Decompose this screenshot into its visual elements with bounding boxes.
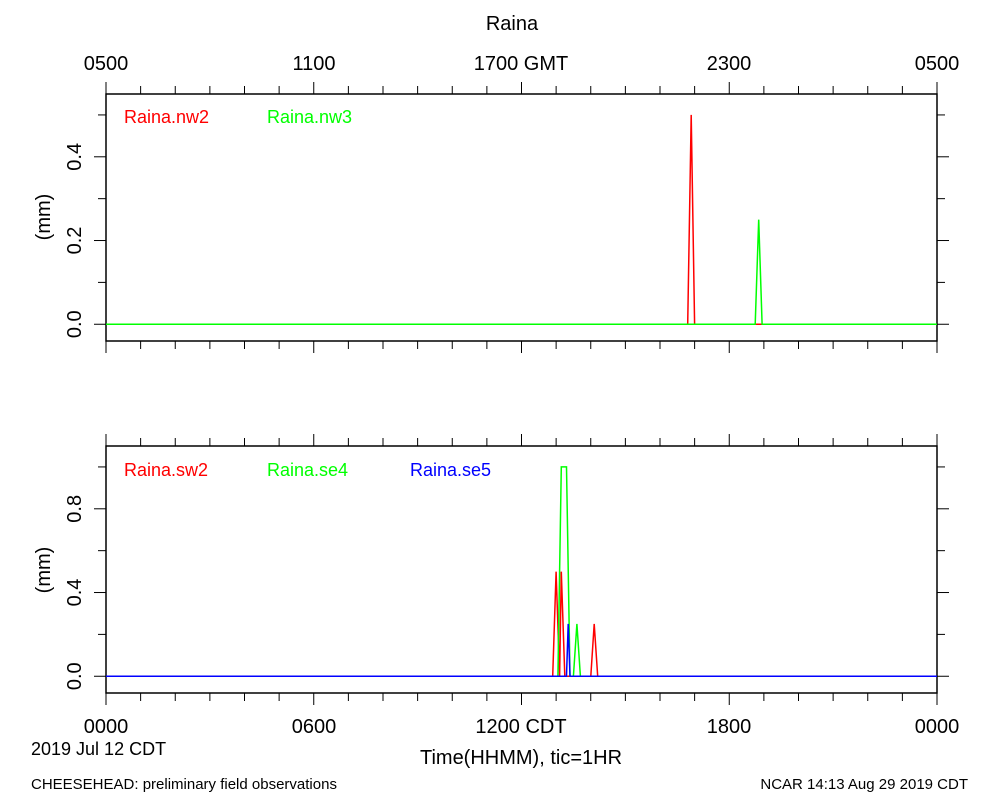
y-tick-label: 0.4 [64,143,86,171]
top-tick-label: 1700 GMT [474,53,568,75]
legend-se4: Raina.se4 [267,460,348,480]
legend-sw2: Raina.sw2 [124,460,208,480]
top-panel: (mm) Raina.nw2 Raina.nw3 0.0 0.2 0.4 [33,82,949,353]
y-tick-label: 0.8 [64,495,86,523]
bottom-tick-label: 1800 [707,716,752,738]
top-panel-frame [105,93,938,342]
y-tick-label: 0.4 [64,579,86,607]
top-panel-ylabel: (mm) [33,194,55,241]
top-axis-labels: 0500 1100 1700 GMT 2300 0500 [84,53,960,75]
top-tick-label: 0500 [84,53,129,75]
top-tick-label: 1100 [292,53,335,75]
chart-title: Raina [486,13,539,35]
y-tick-label: 0.0 [64,310,86,338]
y-tick-label: 0.2 [64,227,86,255]
series-line-raina-sw2 [106,571,937,678]
footer-left: CHEESEHEAD: preliminary field observatio… [31,776,337,793]
bottom-panel: (mm) Raina.sw2 Raina.se4 Raina.se5 0.0 0.… [33,434,949,705]
x-axis-label: Time(HHMM), tic=1HR [420,747,622,769]
bottom-tick-label: 0000 [915,716,960,738]
series-line-raina-se5 [106,623,937,678]
legend-nw2: Raina.nw2 [124,107,209,127]
series-line-raina-nw2 [106,114,937,326]
y-tick-label: 0.0 [64,662,86,690]
bottom-tick-label: 0600 [292,716,337,738]
series-line-raina-nw3 [106,219,937,326]
bottom-panel-ylabel: (mm) [33,547,55,594]
top-tick-label: 0500 [915,53,960,75]
bottom-tick-label: 1200 CDT [475,716,566,738]
top-tick-label: 2300 [707,53,752,75]
series-line-raina-se4 [106,466,937,678]
date-label: 2019 Jul 12 CDT [31,739,166,759]
legend-nw3: Raina.nw3 [267,107,352,127]
bottom-axis-labels: 0000 0600 1200 CDT 1800 0000 [84,716,960,738]
legend-se5: Raina.se5 [410,460,491,480]
footer-right: NCAR 14:13 Aug 29 2019 CDT [760,776,968,793]
bottom-panel-frame [105,445,938,694]
bottom-tick-label: 0000 [84,716,129,738]
